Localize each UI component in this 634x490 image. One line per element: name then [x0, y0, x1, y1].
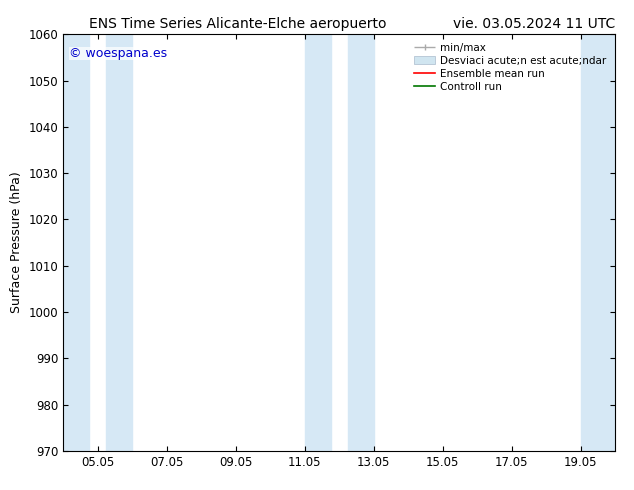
- Legend: min/max, Desviaci acute;n est acute;ndar, Ensemble mean run, Controll run: min/max, Desviaci acute;n est acute;ndar…: [411, 40, 610, 95]
- Text: ENS Time Series Alicante-Elche aeropuerto: ENS Time Series Alicante-Elche aeropuert…: [89, 17, 386, 31]
- Bar: [581, 34, 615, 451]
- Bar: [63, 34, 89, 451]
- Text: © woespana.es: © woespana.es: [69, 47, 167, 60]
- Text: vie. 03.05.2024 11 UTC: vie. 03.05.2024 11 UTC: [453, 17, 615, 31]
- Bar: [305, 34, 330, 451]
- Y-axis label: Surface Pressure (hPa): Surface Pressure (hPa): [10, 172, 23, 314]
- Bar: [348, 34, 373, 451]
- Bar: [107, 34, 133, 451]
